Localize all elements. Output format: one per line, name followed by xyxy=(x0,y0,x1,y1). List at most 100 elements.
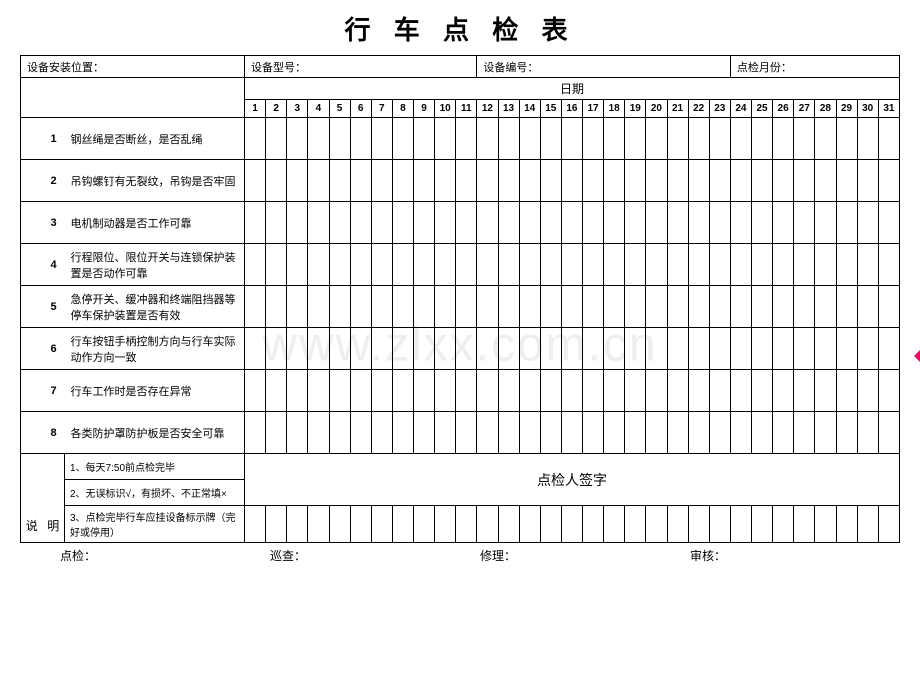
check-cell[interactable] xyxy=(435,286,456,328)
check-cell[interactable] xyxy=(625,370,646,412)
check-cell[interactable] xyxy=(794,160,815,202)
check-cell[interactable] xyxy=(688,412,709,454)
sign-cell[interactable] xyxy=(836,506,857,543)
check-cell[interactable] xyxy=(245,118,266,160)
check-cell[interactable] xyxy=(498,286,519,328)
check-cell[interactable] xyxy=(583,328,604,370)
check-cell[interactable] xyxy=(519,118,540,160)
check-cell[interactable] xyxy=(435,244,456,286)
check-cell[interactable] xyxy=(646,160,667,202)
check-cell[interactable] xyxy=(794,202,815,244)
check-cell[interactable] xyxy=(350,412,371,454)
sign-cell[interactable] xyxy=(266,506,287,543)
check-cell[interactable] xyxy=(392,370,413,412)
check-cell[interactable] xyxy=(329,202,350,244)
check-cell[interactable] xyxy=(857,412,878,454)
check-cell[interactable] xyxy=(561,412,582,454)
check-cell[interactable] xyxy=(709,244,730,286)
check-cell[interactable] xyxy=(730,160,751,202)
check-cell[interactable] xyxy=(878,202,899,244)
sign-cell[interactable] xyxy=(667,506,688,543)
check-cell[interactable] xyxy=(371,370,392,412)
check-cell[interactable] xyxy=(752,328,773,370)
check-cell[interactable] xyxy=(752,202,773,244)
check-cell[interactable] xyxy=(667,202,688,244)
check-cell[interactable] xyxy=(878,286,899,328)
sign-cell[interactable] xyxy=(540,506,561,543)
check-cell[interactable] xyxy=(266,412,287,454)
check-cell[interactable] xyxy=(266,118,287,160)
check-cell[interactable] xyxy=(435,118,456,160)
check-cell[interactable] xyxy=(540,118,561,160)
check-cell[interactable] xyxy=(815,118,836,160)
check-cell[interactable] xyxy=(752,370,773,412)
check-cell[interactable] xyxy=(561,286,582,328)
check-cell[interactable] xyxy=(730,202,751,244)
check-cell[interactable] xyxy=(498,202,519,244)
check-cell[interactable] xyxy=(604,370,625,412)
check-cell[interactable] xyxy=(667,370,688,412)
sign-cell[interactable] xyxy=(329,506,350,543)
check-cell[interactable] xyxy=(456,244,477,286)
check-cell[interactable] xyxy=(583,286,604,328)
check-cell[interactable] xyxy=(540,286,561,328)
check-cell[interactable] xyxy=(667,412,688,454)
check-cell[interactable] xyxy=(688,244,709,286)
check-cell[interactable] xyxy=(350,202,371,244)
check-cell[interactable] xyxy=(308,244,329,286)
sign-cell[interactable] xyxy=(561,506,582,543)
check-cell[interactable] xyxy=(414,244,435,286)
check-cell[interactable] xyxy=(688,202,709,244)
check-cell[interactable] xyxy=(245,370,266,412)
check-cell[interactable] xyxy=(604,286,625,328)
check-cell[interactable] xyxy=(435,202,456,244)
check-cell[interactable] xyxy=(646,412,667,454)
check-cell[interactable] xyxy=(583,412,604,454)
check-cell[interactable] xyxy=(688,160,709,202)
check-cell[interactable] xyxy=(245,244,266,286)
check-cell[interactable] xyxy=(477,328,498,370)
check-cell[interactable] xyxy=(540,244,561,286)
check-cell[interactable] xyxy=(392,160,413,202)
check-cell[interactable] xyxy=(371,118,392,160)
check-cell[interactable] xyxy=(519,286,540,328)
check-cell[interactable] xyxy=(878,118,899,160)
check-cell[interactable] xyxy=(625,286,646,328)
check-cell[interactable] xyxy=(350,118,371,160)
check-cell[interactable] xyxy=(561,118,582,160)
check-cell[interactable] xyxy=(646,244,667,286)
check-cell[interactable] xyxy=(435,328,456,370)
check-cell[interactable] xyxy=(625,160,646,202)
check-cell[interactable] xyxy=(773,202,794,244)
check-cell[interactable] xyxy=(857,118,878,160)
check-cell[interactable] xyxy=(308,328,329,370)
check-cell[interactable] xyxy=(519,412,540,454)
check-cell[interactable] xyxy=(266,160,287,202)
check-cell[interactable] xyxy=(646,370,667,412)
check-cell[interactable] xyxy=(498,244,519,286)
check-cell[interactable] xyxy=(329,244,350,286)
check-cell[interactable] xyxy=(688,328,709,370)
check-cell[interactable] xyxy=(477,412,498,454)
check-cell[interactable] xyxy=(287,244,308,286)
check-cell[interactable] xyxy=(414,286,435,328)
check-cell[interactable] xyxy=(561,328,582,370)
check-cell[interactable] xyxy=(456,160,477,202)
sign-cell[interactable] xyxy=(498,506,519,543)
check-cell[interactable] xyxy=(815,244,836,286)
check-cell[interactable] xyxy=(878,244,899,286)
check-cell[interactable] xyxy=(604,118,625,160)
check-cell[interactable] xyxy=(456,328,477,370)
check-cell[interactable] xyxy=(773,412,794,454)
check-cell[interactable] xyxy=(392,244,413,286)
check-cell[interactable] xyxy=(836,160,857,202)
check-cell[interactable] xyxy=(773,118,794,160)
check-cell[interactable] xyxy=(329,412,350,454)
check-cell[interactable] xyxy=(773,328,794,370)
check-cell[interactable] xyxy=(709,286,730,328)
check-cell[interactable] xyxy=(414,328,435,370)
check-cell[interactable] xyxy=(414,370,435,412)
check-cell[interactable] xyxy=(604,328,625,370)
check-cell[interactable] xyxy=(604,244,625,286)
check-cell[interactable] xyxy=(857,202,878,244)
